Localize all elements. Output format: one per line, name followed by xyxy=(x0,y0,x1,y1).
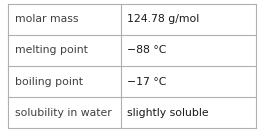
Text: 124.78 g/mol: 124.78 g/mol xyxy=(127,15,199,24)
Text: molar mass: molar mass xyxy=(15,15,79,24)
Text: slightly soluble: slightly soluble xyxy=(127,108,209,117)
Text: solubility in water: solubility in water xyxy=(15,108,112,117)
Text: boiling point: boiling point xyxy=(15,77,83,86)
Text: melting point: melting point xyxy=(15,46,88,55)
Text: −88 °C: −88 °C xyxy=(127,46,166,55)
Text: −17 °C: −17 °C xyxy=(127,77,166,86)
